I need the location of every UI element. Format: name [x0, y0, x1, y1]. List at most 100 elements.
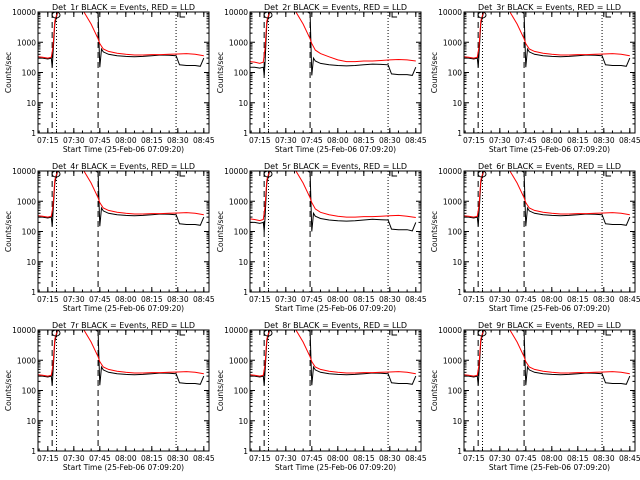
x-axis-label: Start Time (25-Feb-06 07:09:20) [63, 463, 184, 472]
y-axis-label: Counts/sec [216, 370, 225, 411]
series-line-events [250, 171, 417, 232]
y-tick-label: 10000 [224, 167, 248, 176]
plot-frame [463, 170, 636, 293]
plot-frame [249, 170, 422, 293]
y-tick-label: 10 [452, 258, 462, 267]
x-tick-label: 07:45 [301, 136, 323, 145]
y-tick-label: 1 [31, 447, 36, 456]
y-tick-label: 1 [457, 129, 462, 138]
x-tick-label: 08:15 [141, 454, 163, 463]
y-axis-label: Counts/sec [4, 52, 13, 93]
x-axis-label: Start Time (25-Feb-06 07:09:20) [63, 304, 184, 313]
y-tick-label: 1000 [17, 38, 36, 47]
x-axis-label: Start Time (25-Feb-06 07:09:20) [275, 463, 396, 472]
y-tick-label: 10 [238, 99, 248, 108]
x-tick-label: 07:15 [249, 454, 271, 463]
panel-5: 1 10 100 1000 10000 07:15 07:30 07:45 08:00 08:15… [216, 162, 427, 313]
y-tick-label: 1 [457, 288, 462, 297]
panel-title: Det_1r BLACK = Events, RED = LLD [52, 3, 195, 12]
y-tick-label: 1 [457, 447, 462, 456]
y-tick-label: 10000 [224, 326, 248, 335]
y-tick-label: 1000 [229, 356, 248, 365]
x-tick-label: 07:15 [463, 295, 485, 304]
plot-frame [37, 170, 210, 293]
y-tick-label: 10000 [12, 8, 36, 17]
y-tick-label: 100 [234, 387, 249, 396]
night-marker-glyph [179, 12, 186, 18]
x-tick-label: 07:15 [37, 136, 59, 145]
x-tick-label: 08:30 [593, 454, 615, 463]
x-axis-label: Start Time (25-Feb-06 07:09:20) [489, 304, 610, 313]
x-tick-label: 07:45 [515, 295, 537, 304]
x-axis-label: Start Time (25-Feb-06 07:09:20) [63, 145, 184, 154]
y-tick-label: 100 [448, 69, 463, 78]
x-tick-label: 08:45 [193, 295, 215, 304]
night-marker-glyph [391, 12, 398, 18]
x-axis-label: Start Time (25-Feb-06 07:09:20) [275, 145, 396, 154]
panel-title: Det_8r BLACK = Events, RED = LLD [264, 321, 407, 330]
plot-frame [249, 11, 422, 134]
y-tick-label: 10 [452, 99, 462, 108]
y-tick-label: 10 [26, 417, 36, 426]
x-tick-label: 07:15 [37, 454, 59, 463]
y-tick-label: 10000 [12, 326, 36, 335]
x-tick-label: 07:30 [489, 454, 511, 463]
panel-title: Det_7r BLACK = Events, RED = LLD [52, 321, 195, 330]
panel-title: Det_4r BLACK = Events, RED = LLD [52, 162, 195, 171]
y-tick-label: 10000 [438, 326, 462, 335]
series-line-lld [38, 330, 204, 377]
series-line-lld [38, 12, 204, 59]
y-tick-label: 1000 [17, 197, 36, 206]
y-tick-label: 100 [22, 387, 37, 396]
y-axis-label: Counts/sec [430, 370, 439, 411]
y-tick-label: 10 [26, 258, 36, 267]
x-tick-label: 08:30 [593, 136, 615, 145]
y-tick-label: 100 [22, 69, 37, 78]
series-line-events [38, 171, 205, 227]
x-tick-label: 07:45 [515, 136, 537, 145]
x-tick-label: 07:15 [463, 454, 485, 463]
y-tick-label: 10000 [438, 8, 462, 17]
y-axis-label: Counts/sec [4, 211, 13, 252]
panel-6: 1 10 100 1000 10000 07:15 07:30 07:45 08:00 08:15… [430, 162, 640, 313]
panel-3: 1 10 100 1000 10000 07:15 07:30 07:45 08:00 08:15… [430, 3, 640, 154]
x-tick-label: 08:45 [619, 295, 640, 304]
x-axis-label: Start Time (25-Feb-06 07:09:20) [489, 463, 610, 472]
y-tick-label: 1000 [229, 197, 248, 206]
y-tick-label: 10000 [224, 8, 248, 17]
x-tick-label: 08:45 [193, 136, 215, 145]
night-marker-glyph [605, 330, 612, 336]
panel-4: 1 10 100 1000 10000 07:15 07:30 07:45 08:00 08:15… [4, 162, 215, 313]
x-tick-label: 08:45 [405, 295, 427, 304]
x-tick-label: 08:00 [541, 454, 563, 463]
night-marker-glyph [605, 12, 612, 18]
y-tick-label: 1000 [229, 38, 248, 47]
x-tick-label: 07:30 [489, 136, 511, 145]
x-tick-label: 08:00 [327, 295, 349, 304]
x-tick-label: 08:00 [115, 454, 137, 463]
series-line-events [464, 171, 631, 227]
y-axis-label: Counts/sec [216, 52, 225, 93]
x-tick-label: 07:30 [275, 295, 297, 304]
plot-frame [37, 11, 210, 134]
y-tick-label: 1 [243, 288, 248, 297]
panel-title: Det_9r BLACK = Events, RED = LLD [478, 321, 621, 330]
x-tick-label: 08:30 [593, 295, 615, 304]
x-tick-label: 07:45 [89, 295, 111, 304]
night-marker-glyph [605, 171, 612, 177]
panel-title: Det_6r BLACK = Events, RED = LLD [478, 162, 621, 171]
y-tick-label: 1 [243, 129, 248, 138]
y-tick-label: 1000 [17, 356, 36, 365]
x-tick-label: 08:45 [405, 136, 427, 145]
x-tick-label: 08:15 [353, 295, 375, 304]
panel-title: Det_5r BLACK = Events, RED = LLD [264, 162, 407, 171]
plot-frame [463, 11, 636, 134]
series-line-lld [250, 171, 416, 222]
night-marker-glyph [391, 330, 398, 336]
plot-frame [249, 329, 422, 452]
x-tick-label: 08:15 [141, 295, 163, 304]
series-line-lld [464, 330, 630, 377]
series-line-events [250, 12, 417, 76]
series-line-lld [38, 171, 204, 218]
y-axis-label: Counts/sec [4, 370, 13, 411]
